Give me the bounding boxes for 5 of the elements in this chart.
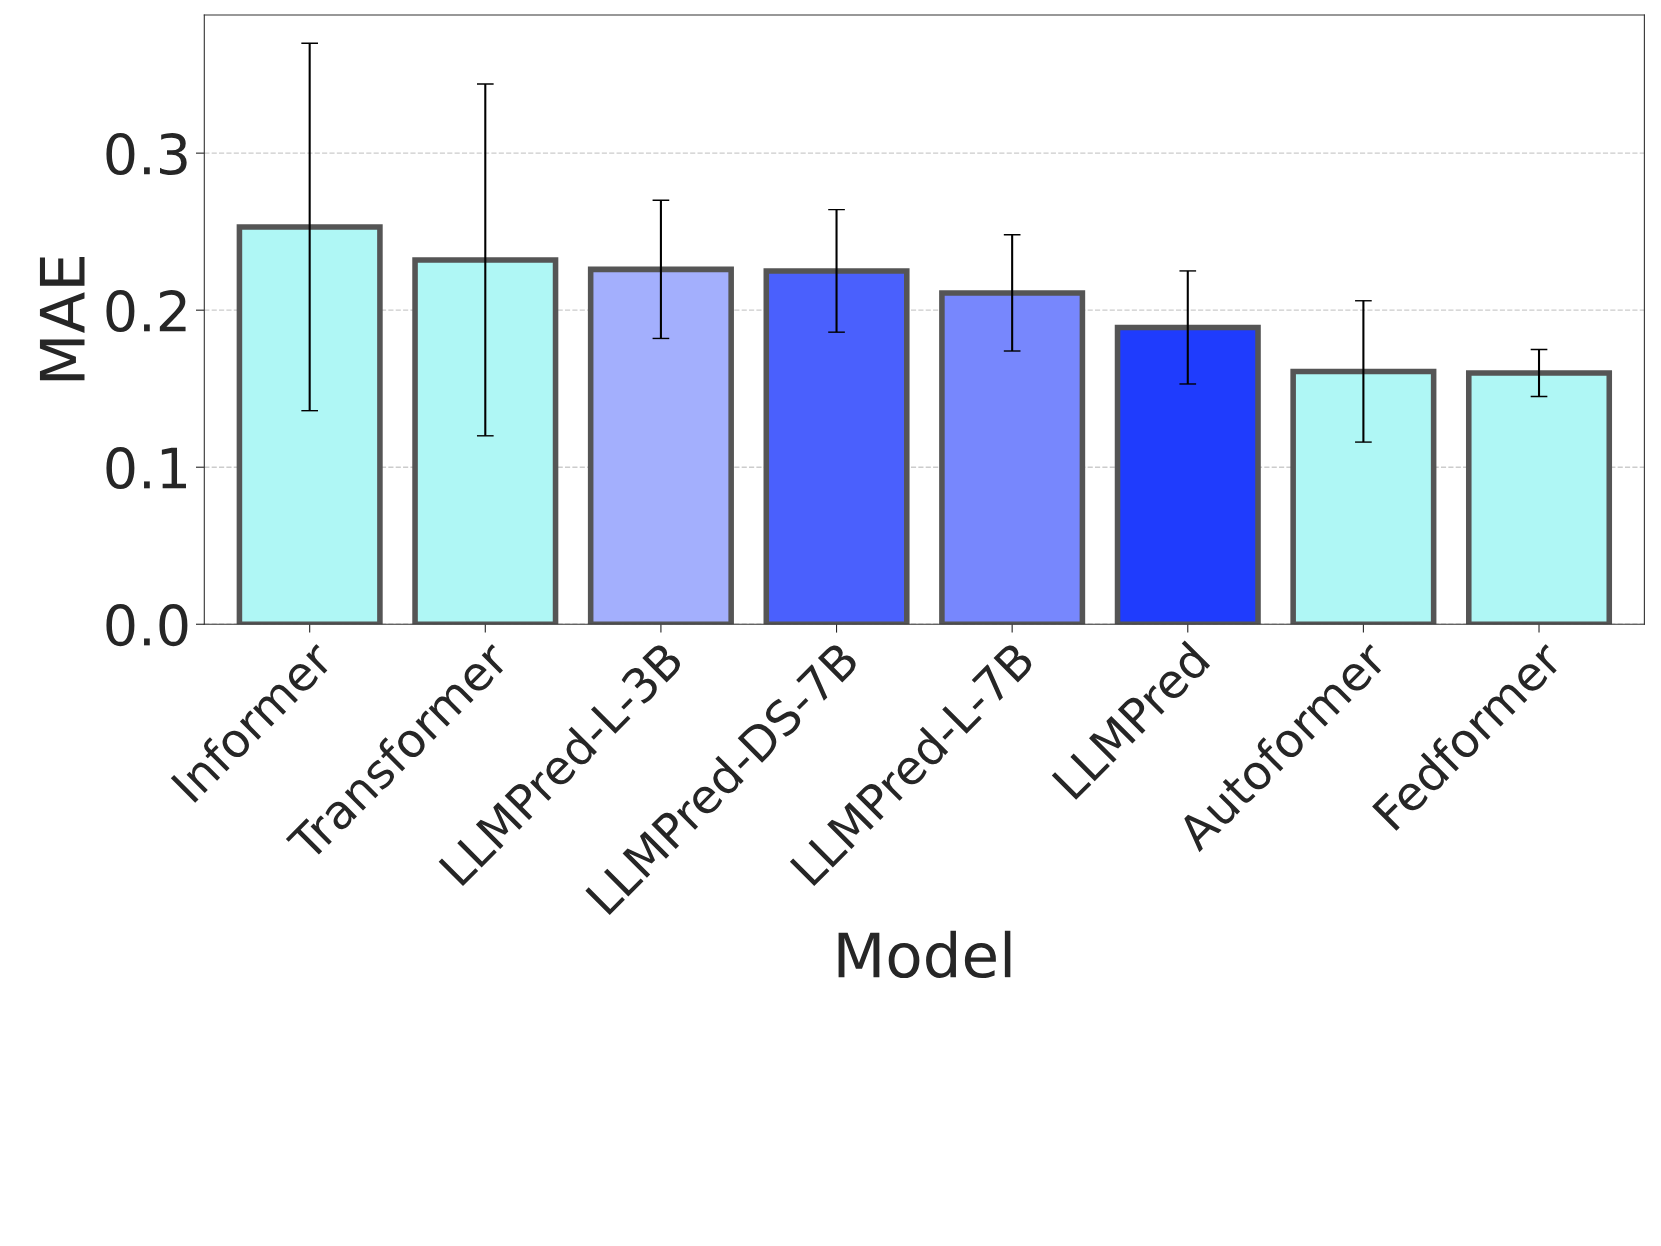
y-axis-title: MAE [39,256,85,381]
x-axis-title: Model [838,930,1011,979]
y-tick-label: 0.2 [106,290,186,333]
y-tick-label: 0.3 [106,133,187,176]
y-tick-label: 0.1 [106,447,186,490]
